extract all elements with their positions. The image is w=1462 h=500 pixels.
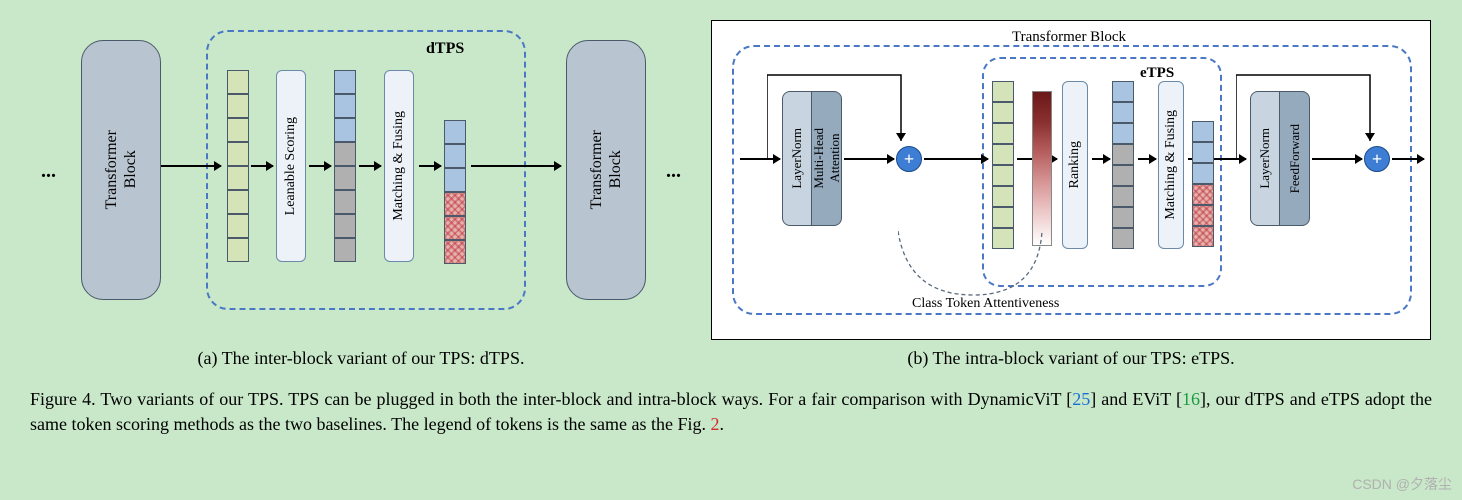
ellipsis-left: ... [41, 160, 56, 183]
ref-fig2: 2 [711, 414, 720, 434]
dtps-diagram: ... ... TransformerBlock TransformerBloc… [31, 20, 691, 340]
transformer-block-right: TransformerBlock [566, 40, 646, 300]
matching-fusing-box-a: Matching & Fusing [384, 70, 414, 262]
ref-25: 25 [1072, 389, 1090, 409]
diagrams-row: ... ... TransformerBlock TransformerBloc… [20, 20, 1442, 369]
token-col-input [227, 70, 249, 262]
arrow [471, 165, 561, 167]
etps-dashed-box [982, 57, 1222, 287]
arrow [1138, 158, 1156, 160]
layernorm-ffn-block: LayerNorm FeedForward [1250, 91, 1310, 226]
arrow [1312, 158, 1362, 160]
token-col-scored [334, 70, 356, 262]
token-col-b-sorted [1112, 81, 1134, 249]
token-col-b-output [1192, 121, 1214, 247]
figure-caption: Figure 4. Two variants of our TPS. TPS c… [20, 387, 1442, 437]
matching-fusing-box-b: Matching & Fusing [1158, 81, 1184, 249]
token-col-b-input [992, 81, 1014, 249]
arrow [740, 158, 780, 160]
arrow [251, 165, 273, 167]
add-op-1: + [896, 146, 922, 172]
etps-diagram: Transformer Block eTPS Class Token Atten… [711, 20, 1431, 340]
learnable-scoring-box: Leanable Scoring [276, 70, 306, 262]
layernorm-mha-block: LayerNorm Multi-HeadAttention [782, 91, 842, 226]
arrow [309, 165, 331, 167]
ranking-box: Ranking [1062, 81, 1088, 249]
arrow [419, 165, 441, 167]
attentiveness-gradient [1032, 91, 1052, 246]
dtps-title: dTPS [426, 40, 464, 58]
arrow [1092, 158, 1110, 160]
etps-title: eTPS [1140, 65, 1174, 82]
sub-caption-a: (a) The inter-block variant of our TPS: … [198, 348, 525, 369]
ellipsis-right: ... [666, 160, 681, 183]
arrow [924, 158, 988, 160]
arrow [1392, 158, 1424, 160]
class-token-attn-label: Class Token Attentiveness [912, 296, 1059, 312]
transformer-block-label: Transformer Block [1012, 29, 1126, 46]
dtps-dashed-box [206, 30, 526, 310]
arrow [844, 158, 894, 160]
diagram-b-panel: Transformer Block eTPS Class Token Atten… [711, 20, 1431, 369]
add-op-2: + [1364, 146, 1390, 172]
token-col-output [444, 120, 466, 264]
watermark: CSDN @夕落尘 [1352, 474, 1452, 494]
caption-text: Figure 4. Two variants of our TPS. TPS c… [30, 389, 1072, 409]
transformer-block-left: TransformerBlock [81, 40, 161, 300]
ref-16: 16 [1182, 389, 1200, 409]
arrow [359, 165, 381, 167]
arrow [161, 165, 221, 167]
diagram-a-panel: ... ... TransformerBlock TransformerBloc… [31, 20, 691, 369]
sub-caption-b: (b) The intra-block variant of our TPS: … [907, 348, 1234, 369]
